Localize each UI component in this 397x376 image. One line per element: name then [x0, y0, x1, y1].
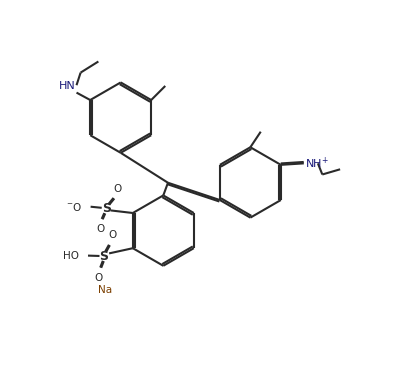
Text: NH$^{+}$: NH$^{+}$ [305, 156, 329, 171]
Text: $^{-}$O: $^{-}$O [66, 201, 83, 213]
Text: O: O [113, 184, 121, 194]
Text: HN: HN [59, 81, 76, 91]
Text: S: S [99, 250, 108, 263]
Text: Na: Na [98, 285, 112, 294]
Text: HO: HO [63, 251, 79, 261]
Text: O: O [96, 224, 104, 234]
Text: S: S [102, 202, 111, 215]
Text: O: O [109, 230, 117, 240]
Text: O: O [94, 273, 103, 283]
